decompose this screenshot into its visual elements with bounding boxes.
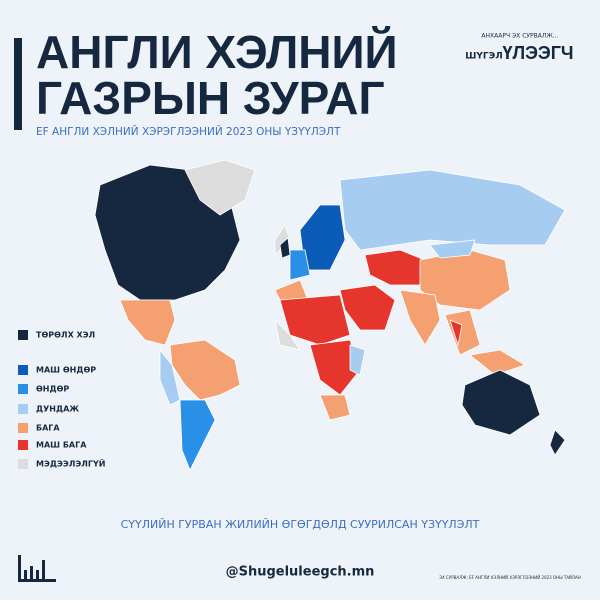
region: [159, 348, 181, 406]
legend-swatch: [18, 423, 28, 433]
region: [339, 284, 396, 331]
legend: ТӨРӨЛХ ХЭЛ МАШ ӨНДӨР ӨНДӨР ДУНДАЖ БАГА МАШ БА…: [18, 330, 105, 469]
legend-swatch: [18, 440, 28, 450]
legend-label: МАШ ӨНДӨР: [36, 366, 96, 375]
legend-label: МАШ БАГА: [36, 441, 87, 450]
region: [179, 399, 216, 471]
title-line: ГАЗРЫН ЗУРАГ: [36, 72, 385, 124]
region: [279, 294, 351, 346]
legend-label: ТӨРӨЛХ ХЭЛ: [36, 331, 95, 340]
region: [549, 429, 566, 456]
source: ЭХ СУРВАЛЖ: EF АНГЛИ ХЭЛНИЙ ХЭРЭГЛЭЭНИЙ …: [439, 575, 581, 580]
region: [461, 369, 541, 436]
legend-swatch: [18, 459, 28, 469]
region: [289, 249, 311, 281]
world-map: [94, 159, 566, 471]
region: [399, 289, 441, 346]
region: [309, 339, 361, 396]
legend-swatch: [18, 384, 28, 394]
handle: @Shugeluleegch.mn: [226, 565, 375, 580]
region: [349, 344, 366, 376]
region: [339, 169, 566, 251]
legend-label: ДУНДАЖ: [36, 405, 79, 414]
region: [169, 339, 241, 401]
legend-label: ӨНДӨР: [36, 385, 69, 394]
title-line: АНГЛИ ХЭЛНИЙ: [36, 26, 398, 78]
legend-swatch: [18, 365, 28, 375]
region: [429, 239, 476, 259]
legend-label: МЭДЭЭЛЭЛГҮЙ: [36, 458, 105, 469]
bar-icon: [18, 555, 56, 582]
logo-word: ҮЛЭЭГЧ: [502, 43, 573, 63]
region: [184, 159, 256, 216]
logo-tagline: АНХААРЧ ЭХ СУРВАЛЖ...: [481, 33, 558, 40]
region: [449, 319, 463, 347]
legend-label: БАГА: [36, 424, 60, 433]
region: [279, 237, 291, 259]
region: [274, 318, 301, 351]
legend-swatch: [18, 330, 28, 340]
title-bar: [14, 38, 22, 130]
region: [419, 249, 511, 311]
region: [119, 299, 176, 346]
region: [319, 394, 351, 421]
footer-note: СҮҮЛИЙН ГУРВАН ЖИЛИЙН ӨГӨГДӨЛД СУУРИЛСАН…: [121, 518, 480, 531]
legend-swatch: [18, 404, 28, 414]
subtitle: EF АНГЛИ ХЭЛНИЙ ХЭРЭГЛЭЭНИЙ 2023 ОНЫ ҮЗҮ…: [36, 125, 341, 138]
region: [469, 349, 526, 376]
logo-word: ШҮГЭЛ: [465, 52, 502, 62]
